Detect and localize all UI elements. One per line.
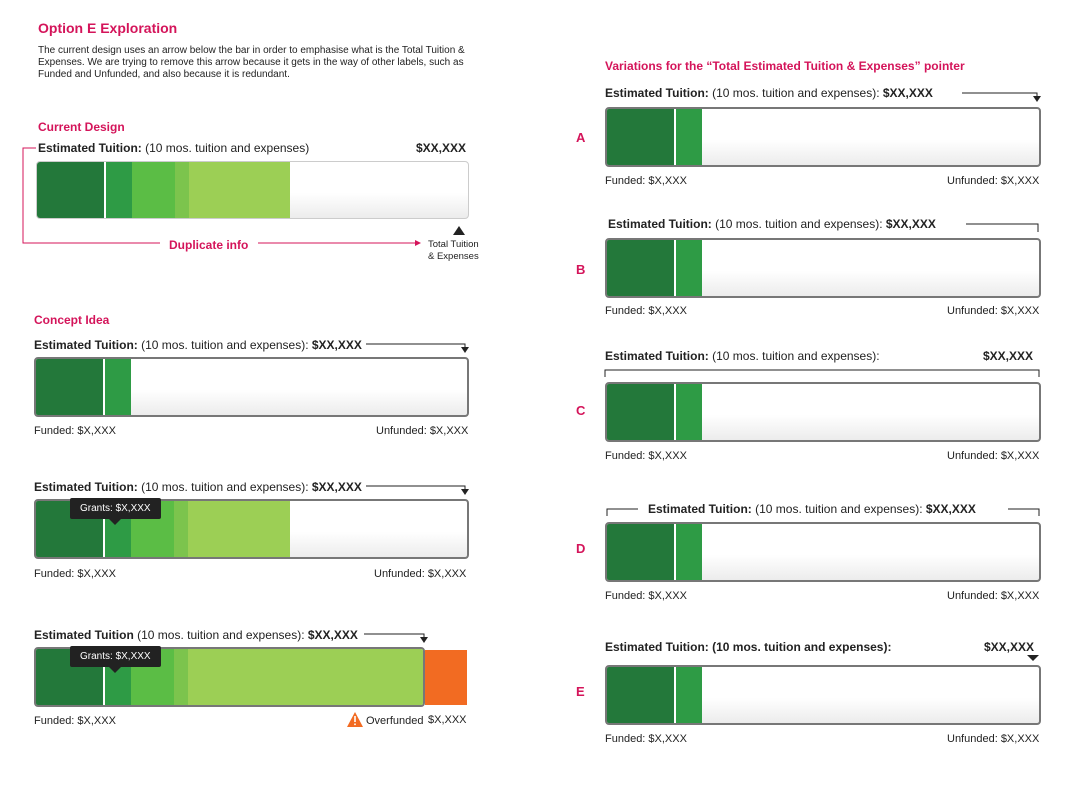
bar-segment-aid [174, 649, 188, 705]
variation-b-bar [605, 238, 1041, 298]
concept-1-label: Estimated Tuition: (10 mos. tuition and … [34, 338, 362, 352]
variation-b-label: Estimated Tuition: (10 mos. tuition and … [608, 217, 936, 231]
grants-tooltip-2: Grants: $X,XXX [70, 646, 161, 673]
bar-divider [674, 524, 676, 580]
variation-e-amount: $XX,XXX [984, 640, 1035, 654]
variation-e-bar [605, 665, 1041, 725]
current-design-bar [36, 161, 469, 219]
bar-segment-grants [105, 162, 132, 218]
bar-segment-funded [607, 524, 675, 580]
bar-segment-other [188, 501, 290, 557]
variation-c-funded: Funded: $X,XXX [605, 450, 687, 462]
concept-heading: Concept Idea [34, 313, 110, 327]
bar-segment-loans [132, 162, 175, 218]
bar-segment-other [188, 649, 423, 705]
bar-divider [674, 667, 676, 723]
bar-divider [103, 501, 105, 557]
total-tuition-label: Total Tuition & Expenses [428, 239, 479, 262]
variation-d-funded: Funded: $X,XXX [605, 590, 687, 602]
bar-divider [674, 384, 676, 440]
current-design-amount: $XX,XXX [416, 141, 467, 155]
bar-segment-grants [675, 667, 702, 723]
bar-divider [103, 649, 105, 705]
bar-divider [674, 240, 676, 296]
variation-b-unfunded: Unfunded: $X,XXX [947, 305, 1040, 317]
current-design-heading: Current Design [38, 120, 125, 134]
bar-segment-funded [36, 359, 104, 415]
variation-a-unfunded: Unfunded: $X,XXX [947, 175, 1040, 187]
bar-segment-grants [675, 384, 702, 440]
variation-c-letter: C [576, 403, 586, 418]
bar-divider [674, 109, 676, 165]
variation-e-letter: E [576, 684, 585, 699]
variation-d-letter: D [576, 541, 586, 556]
bar-segment-grants [675, 109, 702, 165]
variation-e-unfunded: Unfunded: $X,XXX [947, 733, 1040, 745]
variation-c-amount: $XX,XXX [983, 349, 1034, 363]
concept-3-funded: Funded: $X,XXX [34, 715, 116, 727]
overfunded-label: Overfunded [366, 715, 424, 727]
bar-segment-aid [174, 501, 188, 557]
bar-segment-other [189, 162, 290, 218]
variation-c-label: Estimated Tuition: (10 mos. tuition and … [605, 349, 880, 363]
concept-2-label: Estimated Tuition: (10 mos. tuition and … [34, 480, 362, 494]
variation-b-letter: B [576, 262, 586, 277]
variation-c-bar [605, 382, 1041, 442]
variation-a-letter: A [576, 130, 586, 145]
page-description: The current design uses an arrow below t… [38, 45, 465, 80]
overfunded-amount: $X,XXX [428, 714, 467, 726]
concept-2-funded: Funded: $X,XXX [34, 568, 116, 580]
concept-1-funded: Funded: $X,XXX [34, 425, 116, 437]
variation-d-bar [605, 522, 1041, 582]
variation-d-unfunded: Unfunded: $X,XXX [947, 590, 1040, 602]
bar-segment-grants [104, 359, 131, 415]
variation-e-label: Estimated Tuition: (10 mos. tuition and … [605, 640, 892, 654]
page-title: Option E Exploration [38, 20, 178, 36]
grants-tooltip: Grants: $X,XXX [70, 498, 161, 525]
variation-a-funded: Funded: $X,XXX [605, 175, 687, 187]
concept-2-unfunded: Unfunded: $X,XXX [374, 568, 467, 580]
bar-divider [103, 359, 105, 415]
bar-segment-aid [175, 162, 189, 218]
variations-heading: Variations for the “Total Estimated Tuit… [605, 59, 965, 73]
variation-a-label: Estimated Tuition: (10 mos. tuition and … [605, 86, 933, 100]
overfunded-segment [425, 650, 467, 705]
concept-3-label: Estimated Tuition (10 mos. tuition and e… [34, 628, 358, 642]
bar-segment-funded [607, 240, 675, 296]
current-design-label: Estimated Tuition: (10 mos. tuition and … [38, 141, 310, 155]
variation-e-funded: Funded: $X,XXX [605, 733, 687, 745]
bar-segment-funded [607, 109, 675, 165]
variation-c-unfunded: Unfunded: $X,XXX [947, 450, 1040, 462]
variation-d-label: Estimated Tuition: (10 mos. tuition and … [648, 502, 976, 516]
bar-divider [104, 162, 106, 218]
variation-a-bar [605, 107, 1041, 167]
concept-1-bar [34, 357, 469, 417]
concept-1-unfunded: Unfunded: $X,XXX [376, 425, 469, 437]
bar-segment-funded [37, 162, 105, 218]
bar-segment-grants [675, 240, 702, 296]
variation-b-funded: Funded: $X,XXX [605, 305, 687, 317]
bar-segment-funded [607, 384, 675, 440]
bar-segment-funded [607, 667, 675, 723]
duplicate-info-note: Duplicate info [169, 238, 249, 252]
bar-segment-grants [675, 524, 702, 580]
